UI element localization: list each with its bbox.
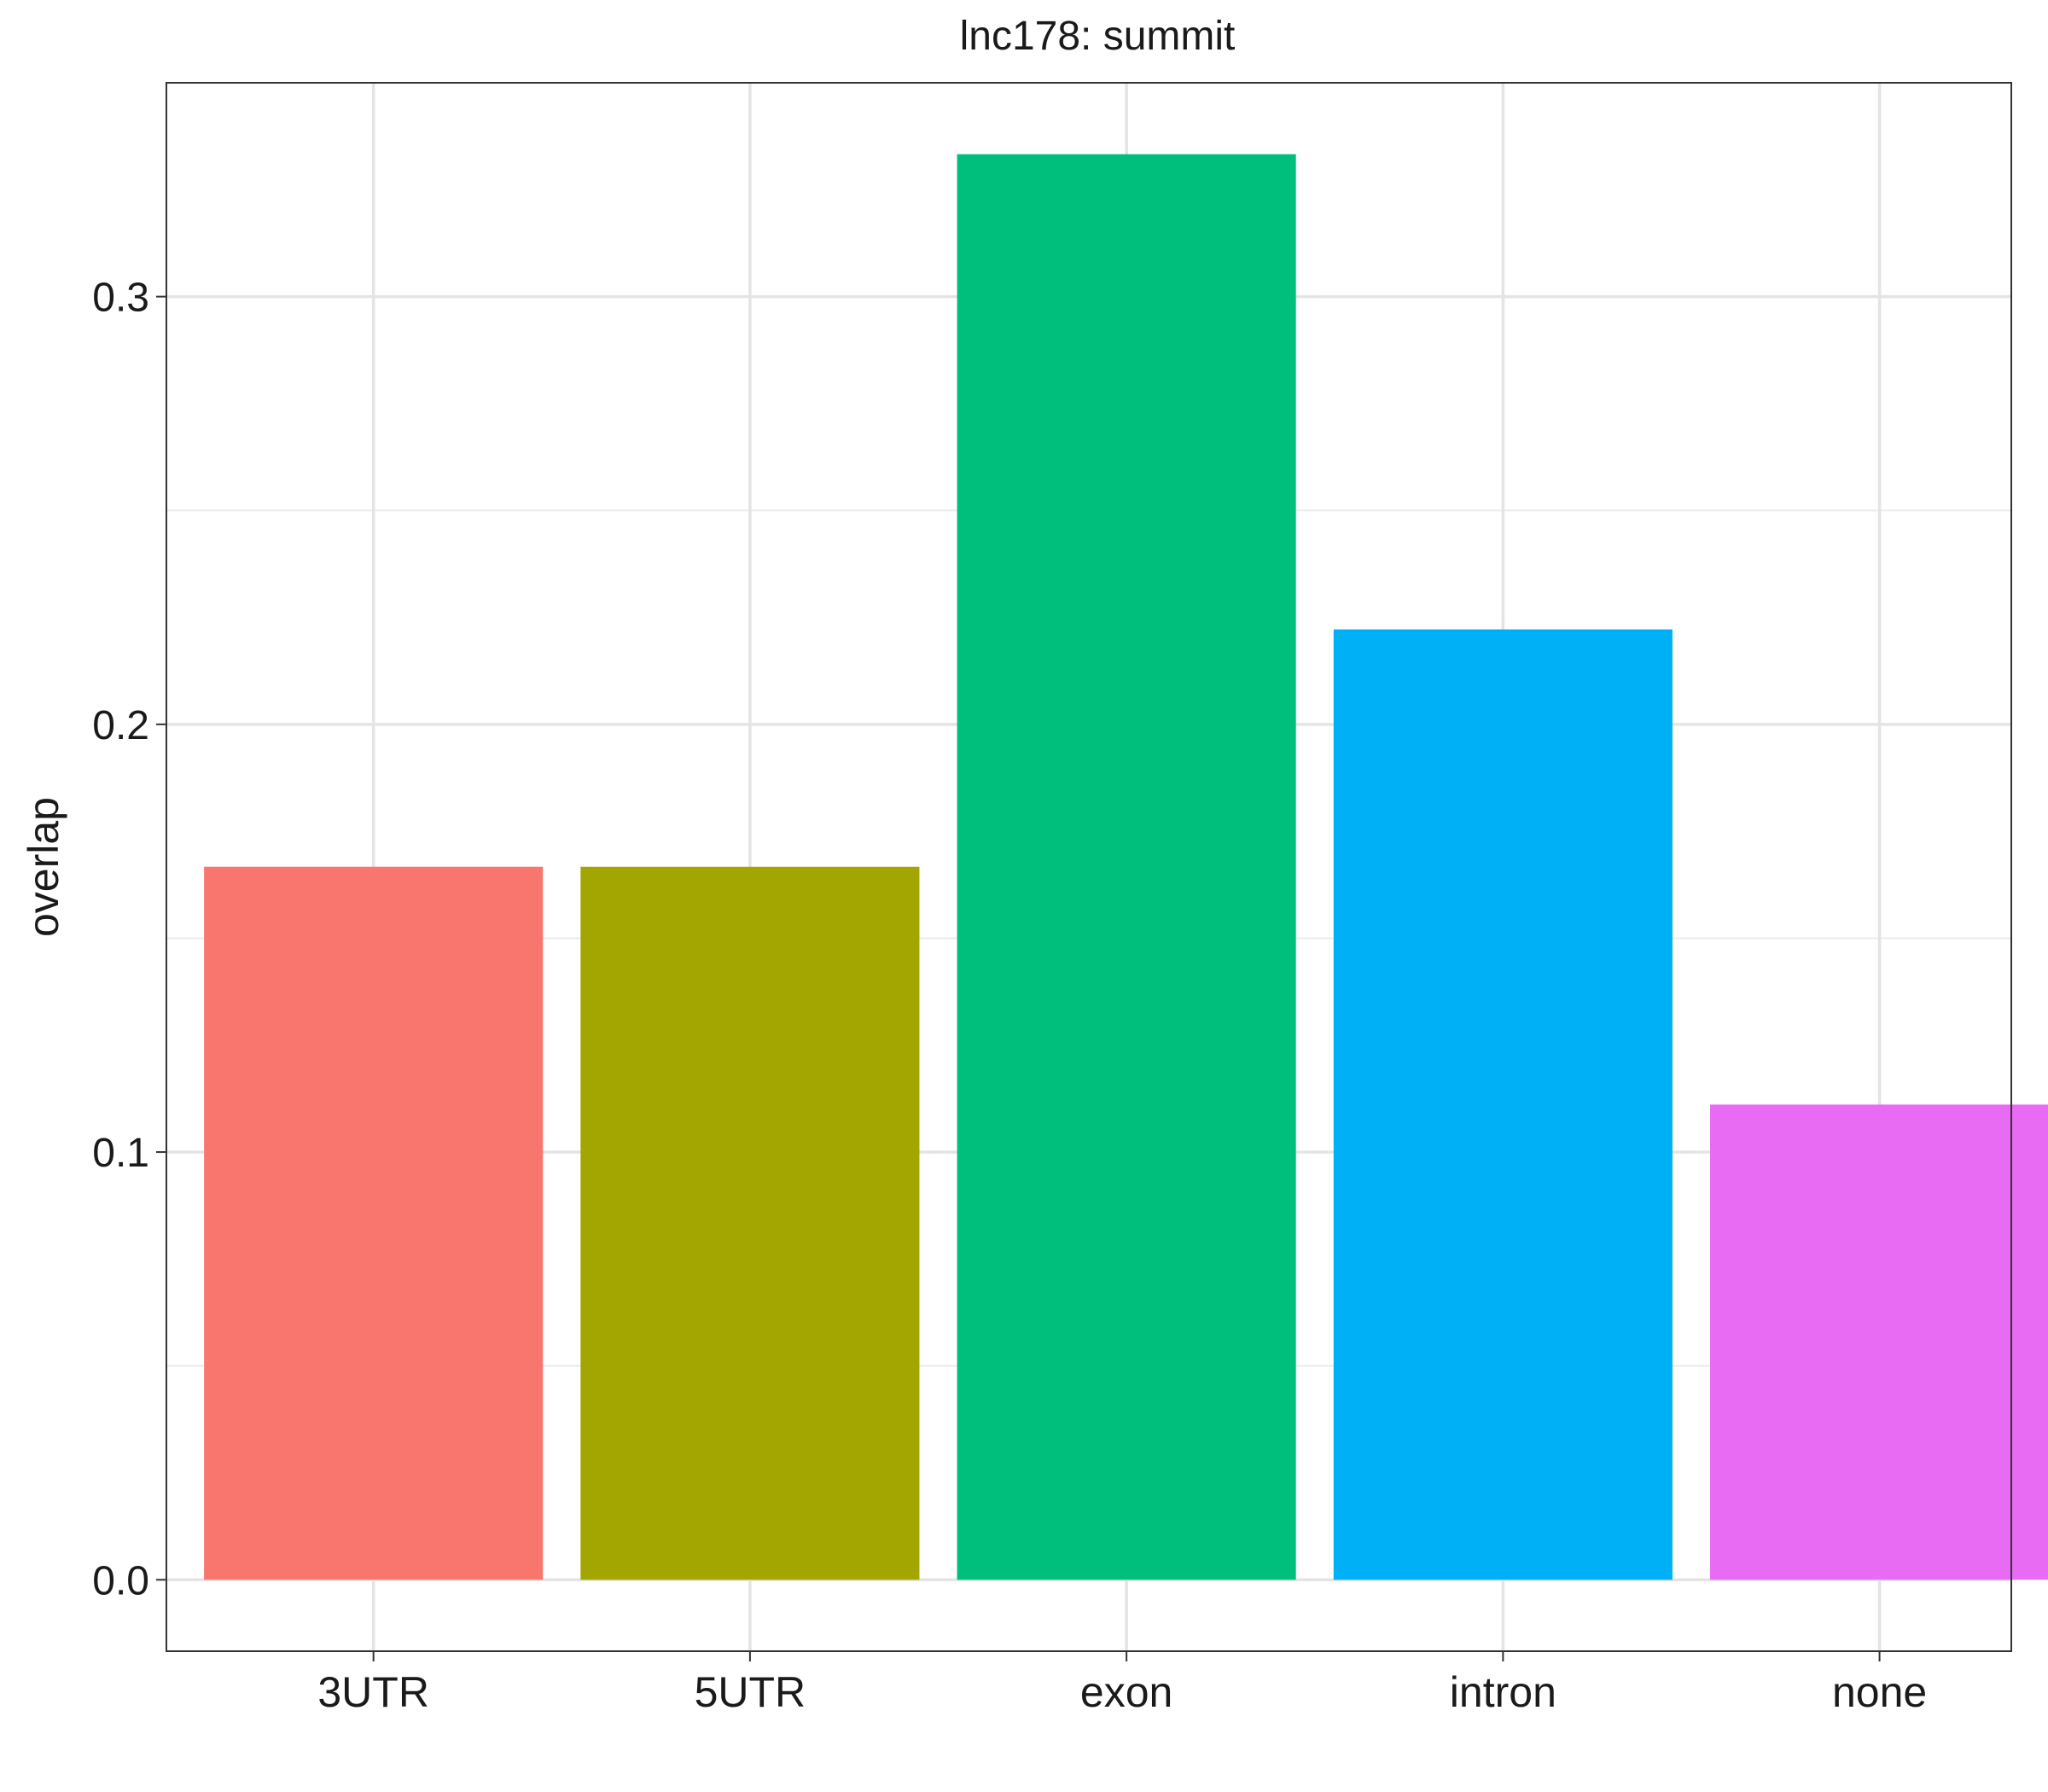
chart-title: lnc178: summit <box>960 14 1236 59</box>
y-axis: 0.0 0.1 0.2 0.3 <box>92 276 166 1603</box>
x-tick-label: exon <box>1080 1668 1172 1716</box>
y-tick-label: 0.3 <box>92 276 149 321</box>
y-tick-label: 0.1 <box>92 1131 149 1176</box>
bar-exon <box>957 154 1296 1580</box>
x-tick-label: none <box>1832 1668 1927 1716</box>
x-tick-label: 5UTR <box>695 1668 806 1716</box>
bars <box>204 154 2048 1580</box>
bar-none <box>1710 1104 2048 1580</box>
bar-intron <box>1333 629 1673 1580</box>
x-tick-label: 3UTR <box>317 1668 429 1716</box>
bar-5UTR <box>580 866 920 1580</box>
x-tick-label: intron <box>1450 1668 1556 1716</box>
y-tick-label: 0.0 <box>92 1558 149 1603</box>
panel-border <box>166 82 2012 1652</box>
y-axis-label: overlap <box>20 797 67 937</box>
bar-3UTR <box>204 866 544 1580</box>
y-tick-label: 0.2 <box>92 703 149 748</box>
x-axis: 3UTR 5UTR exon intron none <box>317 1651 1927 1716</box>
